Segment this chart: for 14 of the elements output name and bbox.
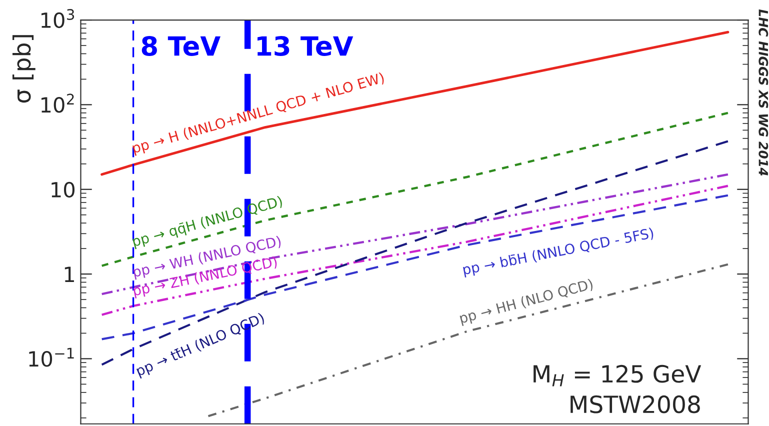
text: pp → tt̄H (NLO QCD): [135, 312, 266, 379]
y-tick-label: 10: [52, 182, 74, 198]
y-tick-label: 10$^{2}$: [42, 94, 74, 113]
annotation: MSTW2008: [570, 395, 700, 414]
text: pp → HH (NLO QCD): [459, 278, 594, 326]
y-axis-title: σ [pb]: [12, 35, 36, 103]
annotation: M$_{H}$ = 125 GeV: [534, 364, 702, 386]
text: LHC HIGGS XS WG 2014: [758, 9, 768, 176]
y-tick-label: 10$^{−1}$: [29, 348, 74, 367]
ref-line-label: 13 TeV: [258, 36, 354, 56]
text: pp → bb̄H (NNLO QCD - 5FS): [462, 227, 654, 278]
y-tick-label: 1: [64, 266, 74, 282]
ref-line-label: 8 TeV: [142, 36, 220, 56]
y-tick-label: 10$^{3}$: [42, 8, 74, 28]
